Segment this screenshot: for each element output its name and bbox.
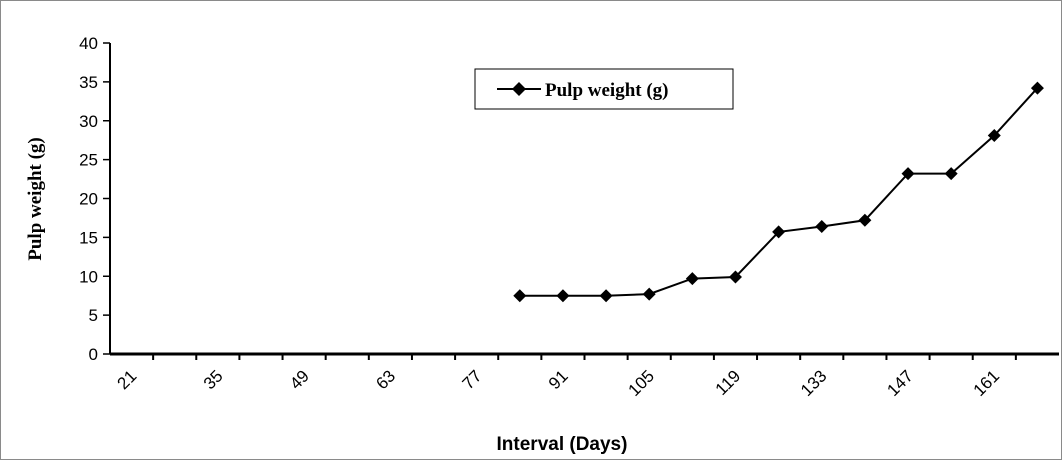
data-point xyxy=(642,287,656,301)
x-tick-label: 119 xyxy=(712,366,745,399)
x-tick-label: 21 xyxy=(114,366,141,393)
data-point xyxy=(1030,81,1044,95)
y-tick-label: 35 xyxy=(79,73,98,92)
y-axis-label: Pulp weight (g) xyxy=(25,137,46,261)
series-group xyxy=(513,81,1044,303)
x-axis-ticks: 21 35 49 63 77 91 105 119 133 147 161 xyxy=(114,354,1017,400)
data-point xyxy=(901,167,915,181)
data-point xyxy=(728,270,742,284)
x-tick-label: 91 xyxy=(545,366,572,393)
data-point xyxy=(944,167,958,181)
legend-box xyxy=(474,68,734,110)
legend-label: Pulp weight (g) xyxy=(545,80,669,101)
y-tick-label: 5 xyxy=(89,306,98,325)
y-tick-label: 40 xyxy=(79,34,98,53)
data-point xyxy=(599,289,613,303)
y-tick-label: 15 xyxy=(79,228,98,247)
data-point xyxy=(513,289,527,303)
x-tick-label: 133 xyxy=(797,366,830,399)
data-point xyxy=(556,289,570,303)
y-tick-label: 20 xyxy=(79,190,98,209)
y-tick-label: 25 xyxy=(79,151,98,170)
x-tick-label: 105 xyxy=(625,366,658,399)
data-point xyxy=(858,213,872,227)
legend: Pulp weight (g) xyxy=(474,68,734,110)
data-point xyxy=(772,225,786,239)
y-axis-ticks: 0 5 10 15 20 25 30 35 40 xyxy=(79,34,110,364)
x-tick-label: 49 xyxy=(286,366,313,393)
y-tick-label: 0 xyxy=(89,345,98,364)
x-tick-label: 63 xyxy=(372,366,399,393)
x-tick-label: 77 xyxy=(459,366,486,393)
y-tick-label: 30 xyxy=(79,112,98,131)
data-point xyxy=(685,272,699,286)
data-point xyxy=(815,219,829,233)
x-axis-label: Interval (Days) xyxy=(497,434,628,455)
x-tick-label: 161 xyxy=(970,366,1003,399)
legend-marker-sample xyxy=(512,82,526,96)
data-point xyxy=(987,129,1001,143)
x-tick-label: 35 xyxy=(200,366,227,393)
x-tick-label: 147 xyxy=(883,366,916,399)
series-line xyxy=(519,87,1039,297)
y-tick-label: 10 xyxy=(79,267,98,286)
